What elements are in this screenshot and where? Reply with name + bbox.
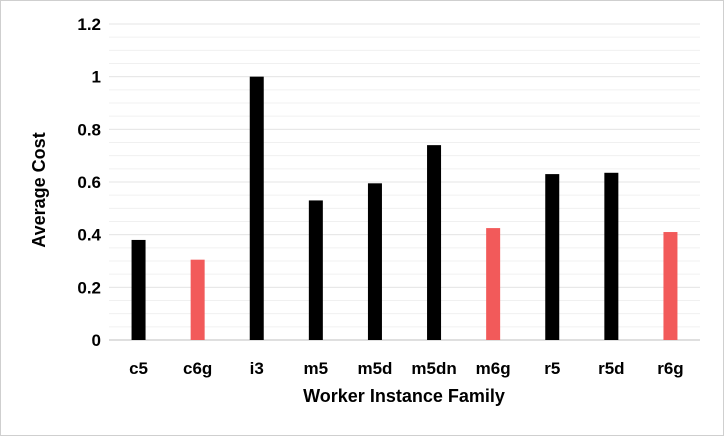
x-tick-label-r5d: r5d (598, 359, 624, 378)
grid-lines (109, 23, 700, 341)
bar-c6g (190, 259, 205, 340)
x-tick-label-r6g: r6g (657, 359, 683, 378)
y-tick-label: 1.2 (77, 15, 101, 34)
x-tick-label-r5: r5 (544, 359, 560, 378)
x-tick-label-m5: m5 (304, 359, 329, 378)
bar-r6g (663, 232, 678, 340)
x-axis-ticks: c5 c6g i3 m5 m5d m5dn m6g r5 r5d r6g (129, 359, 684, 378)
bar-m6g (486, 228, 501, 340)
bar-r5 (545, 174, 560, 340)
y-axis-title: Average Cost (29, 132, 49, 247)
x-tick-label-i3: i3 (250, 359, 264, 378)
x-tick-label-m6g: m6g (476, 359, 511, 378)
y-tick-label: 0 (92, 331, 101, 350)
bar-m5dn (427, 145, 442, 340)
x-tick-label-m5dn: m5dn (411, 359, 456, 378)
x-tick-label-c5: c5 (129, 359, 148, 378)
y-tick-label: 0.8 (77, 120, 101, 139)
bar-m5 (308, 200, 323, 340)
x-axis-title: Worker Instance Family (303, 386, 505, 406)
x-tick-label-c6g: c6g (183, 359, 212, 378)
y-axis-ticks: 0 0.2 0.4 0.6 0.8 1 1.2 (77, 15, 101, 350)
bar-m5d (367, 183, 382, 340)
y-tick-label: 1 (92, 68, 101, 87)
bar-c5 (131, 239, 146, 340)
y-tick-label: 0.2 (77, 278, 101, 297)
bars (131, 76, 678, 341)
bar-r5d (604, 172, 619, 340)
x-tick-label-m5d: m5d (357, 359, 392, 378)
y-tick-label: 0.6 (77, 173, 101, 192)
y-tick-label: 0.4 (77, 226, 101, 245)
bar-i3 (249, 76, 264, 341)
